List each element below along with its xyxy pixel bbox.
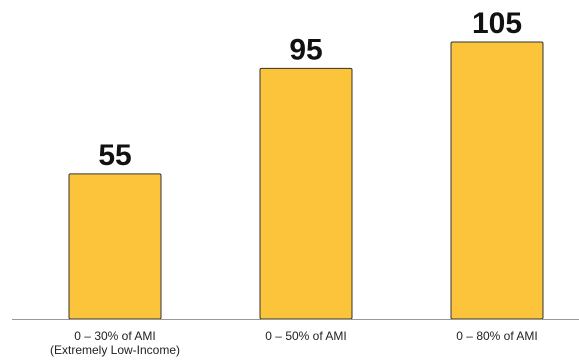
x-tick-label-1-line-2: (Extremely Low-Income) <box>50 343 180 357</box>
x-tick-label-3: 0 – 80% of AMI <box>456 329 537 343</box>
x-tick-label-2-line-1: 0 – 50% of AMI <box>265 329 346 343</box>
bar-1 <box>68 173 162 320</box>
bars-layer <box>68 41 544 320</box>
x-tick-label-1: 0 – 30% of AMI (Extremely Low-Income) <box>50 329 180 357</box>
x-tick-label-3-line-1: 0 – 80% of AMI <box>456 329 537 343</box>
bar-3 <box>450 41 544 320</box>
data-labels-layer: 55 95 105 <box>98 7 522 172</box>
x-tick-label-1-line-1: 0 – 30% of AMI <box>74 329 155 343</box>
x-tick-labels-layer: 0 – 30% of AMI (Extremely Low-Income)0 – … <box>50 329 538 357</box>
x-tick-label-2: 0 – 50% of AMI <box>265 329 346 343</box>
bar-2 <box>259 67 353 320</box>
data-label-3: 105 <box>472 7 522 40</box>
data-label-2: 95 <box>289 33 322 66</box>
data-label-1: 55 <box>98 139 131 172</box>
